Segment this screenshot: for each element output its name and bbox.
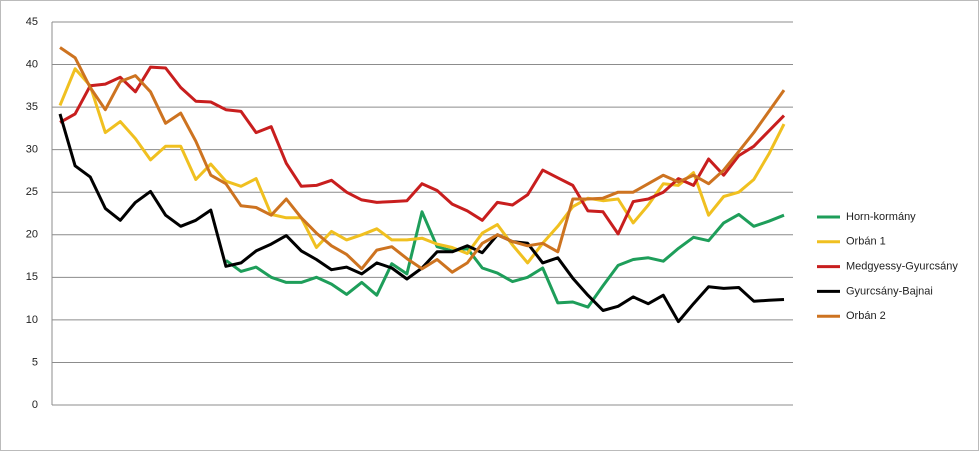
series-line (58, 67, 786, 265)
legend-label: Gyurcsány-Bajnai (846, 285, 933, 297)
legend-label: Medgyessy-Gyurcsány (846, 261, 958, 273)
y-tick-label: 20 (26, 229, 38, 241)
y-tick-label: 25 (26, 186, 38, 198)
y-tick-label: 0 (32, 399, 38, 411)
y-tick-label: 40 (26, 58, 38, 70)
y-tick-label: 10 (26, 314, 38, 326)
series-line (59, 65, 786, 236)
legend-label: Orbán 1 (846, 236, 886, 248)
y-tick-label: 30 (26, 144, 38, 156)
legend-label: Horn-kormány (846, 211, 916, 223)
y-tick-label: 45 (26, 16, 38, 28)
legend-label: Orbán 2 (846, 310, 886, 322)
series-line (59, 46, 786, 274)
series-line (225, 210, 785, 309)
y-tick-label: 15 (26, 271, 38, 283)
y-tick-label: 5 (32, 356, 38, 368)
y-tick-label: 35 (26, 101, 38, 113)
